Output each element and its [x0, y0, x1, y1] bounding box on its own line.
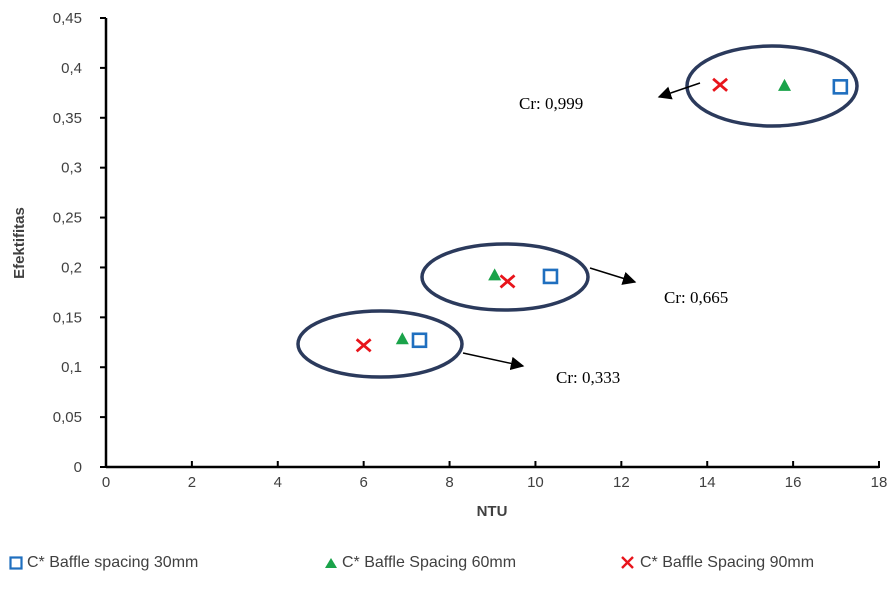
data-points	[355, 77, 849, 353]
point-triangle-60mm	[778, 78, 792, 91]
axes	[104, 18, 879, 469]
group-ellipse-cr-0999	[685, 44, 859, 128]
y-tick-group: 0 0,05 0,1 0,15 0,2 0,25 0,3 0,35 0,4 0,45	[53, 10, 106, 476]
y-tick-label: 0,15	[53, 309, 82, 326]
legend-item-30mm: C* Baffle spacing 30mm	[9, 554, 198, 572]
x-tick-label: 10	[527, 474, 544, 491]
x-tick-label: 16	[785, 474, 802, 491]
legend-triangle-icon	[325, 558, 337, 568]
group-ellipse-cr-0665	[420, 242, 590, 312]
y-tick-label: 0,45	[53, 10, 82, 27]
x-tick-label: 2	[188, 474, 196, 491]
legend: C* Baffle spacing 30mm C* Baffle Spacing…	[0, 554, 891, 584]
point-triangle-60mm	[395, 332, 409, 345]
legend-item-90mm: C* Baffle Spacing 90mm	[620, 554, 814, 572]
x-tick-label: 18	[871, 474, 888, 491]
legend-square-icon	[9, 556, 23, 570]
point-square-30mm	[411, 332, 428, 349]
x-tick-label: 4	[274, 474, 282, 491]
point-square-30mm	[542, 268, 559, 285]
x-tick-group: 0 2 4 6 8 10 12 14 16 18	[102, 461, 888, 491]
y-tick-label: 0,05	[53, 409, 82, 426]
y-tick-label: 0,25	[53, 210, 82, 227]
point-triangle-60mm	[488, 268, 502, 281]
point-x-90mm	[355, 338, 372, 353]
group-ellipse-cr-0333	[296, 309, 464, 379]
legend-label-30mm: C* Baffle spacing 30mm	[27, 554, 199, 571]
annotation-cr-0999: Cr: 0,999	[519, 94, 583, 113]
legend-x-icon	[621, 556, 634, 569]
legend-item-60mm: C* Baffle Spacing 60mm	[324, 554, 516, 572]
x-tick-label: 14	[699, 474, 716, 491]
arrow-cr-0665	[589, 267, 637, 285]
y-axis-title: Efektifitas	[11, 207, 28, 279]
arrow-cr-0999	[657, 82, 701, 100]
annotation-group: Cr: 0,333 Cr: 0,665 Cr: 0,999	[296, 44, 859, 387]
y-tick-label: 0,4	[61, 60, 82, 77]
x-tick-label: 6	[359, 474, 367, 491]
annotation-cr-0333: Cr: 0,333	[556, 368, 620, 387]
x-axis-title: NTU	[477, 503, 508, 520]
arrow-cr-0333	[462, 352, 525, 371]
legend-label-60mm: C* Baffle Spacing 60mm	[342, 554, 517, 571]
x-tick-label: 12	[613, 474, 630, 491]
x-tick-label: 0	[102, 474, 110, 491]
point-x-90mm	[712, 77, 729, 92]
y-tick-label: 0	[74, 459, 82, 476]
point-square-30mm	[832, 79, 849, 95]
legend-label-90mm: C* Baffle Spacing 90mm	[640, 554, 815, 571]
y-tick-label: 0,3	[61, 160, 82, 177]
point-x-90mm	[499, 274, 516, 289]
x-tick-label: 8	[445, 474, 453, 491]
annotation-cr-0665: Cr: 0,665	[664, 288, 728, 307]
y-tick-label: 0,2	[61, 259, 82, 276]
y-tick-label: 0,1	[61, 359, 82, 376]
y-tick-label: 0,35	[53, 110, 82, 127]
